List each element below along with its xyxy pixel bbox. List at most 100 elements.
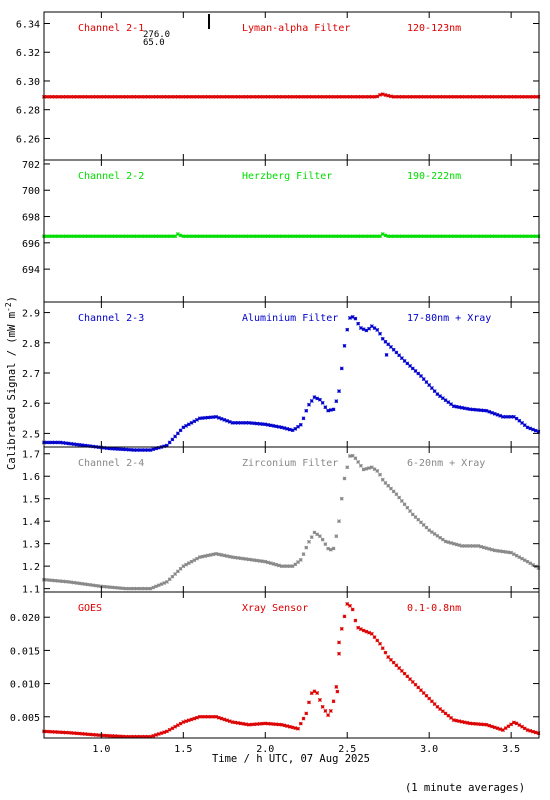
data-point	[274, 424, 279, 429]
data-point	[399, 668, 404, 673]
data-point	[350, 453, 355, 458]
panel-title: Aluminium Filter	[242, 313, 338, 324]
y-tick-label: 0.020	[10, 613, 40, 624]
data-point	[246, 722, 251, 727]
data-point	[104, 733, 109, 738]
data-point	[312, 395, 317, 400]
data-point	[296, 94, 300, 99]
data-point	[511, 720, 516, 725]
data-point	[479, 94, 484, 99]
data-point	[285, 724, 290, 728]
data-point	[186, 561, 191, 566]
data-point	[61, 579, 66, 584]
data-point	[419, 520, 423, 525]
data-point	[225, 234, 229, 239]
data-point	[208, 552, 213, 557]
x-axis-label: Time / h UTC, 07 Aug 2025	[212, 753, 370, 765]
data-point	[83, 94, 87, 99]
data-point	[356, 234, 361, 239]
data-point	[137, 448, 142, 452]
data-point	[419, 234, 423, 239]
data-point	[345, 327, 350, 332]
data-point	[503, 234, 508, 239]
data-point	[203, 714, 208, 719]
data-point	[498, 94, 503, 99]
data-point	[408, 509, 412, 513]
data-point	[326, 94, 331, 99]
data-point	[481, 545, 486, 550]
panel-title: Herzberg Filter	[242, 171, 332, 182]
marker-annotation: 276.0	[143, 30, 170, 40]
data-point	[53, 578, 57, 583]
data-point	[238, 94, 243, 99]
data-point	[255, 234, 259, 239]
data-point	[72, 234, 76, 239]
data-point	[233, 555, 238, 560]
data-point	[167, 94, 172, 99]
data-point	[93, 732, 98, 737]
data-point	[501, 728, 505, 732]
data-point	[334, 684, 339, 689]
data-point	[50, 578, 55, 583]
data-point	[481, 722, 486, 727]
y-tick-label: 2.8	[22, 339, 40, 350]
data-point	[244, 94, 249, 99]
data-point	[367, 94, 372, 99]
data-point	[162, 444, 167, 449]
data-point	[432, 702, 437, 706]
data-point	[421, 691, 426, 695]
data-point	[145, 94, 150, 99]
data-point	[353, 94, 358, 99]
data-point	[175, 569, 180, 574]
data-point	[129, 734, 134, 739]
data-point	[115, 447, 120, 451]
data-point	[195, 94, 199, 99]
data-point	[413, 515, 418, 519]
data-point	[317, 234, 322, 239]
data-point	[525, 728, 530, 732]
data-point	[266, 234, 270, 239]
data-point	[58, 94, 63, 99]
data-point	[53, 440, 57, 445]
data-point	[74, 94, 79, 99]
data-point	[53, 234, 57, 239]
data-point	[211, 234, 216, 239]
data-point	[528, 426, 533, 431]
data-point	[304, 94, 309, 99]
panel-title: Lyman-alpha Filter	[242, 23, 350, 34]
data-point	[399, 356, 404, 361]
data-point	[110, 734, 115, 738]
data-point	[80, 443, 85, 448]
data-point	[364, 94, 369, 99]
data-point	[186, 94, 191, 99]
data-point	[375, 328, 380, 332]
data-point	[460, 543, 464, 548]
data-point	[61, 730, 66, 735]
data-point	[481, 408, 486, 413]
data-point	[257, 421, 262, 426]
data-point	[389, 94, 393, 99]
data-point	[271, 722, 276, 726]
data-point	[115, 234, 120, 239]
data-point	[293, 562, 298, 567]
data-point	[353, 316, 358, 321]
data-point	[80, 94, 85, 99]
data-point	[178, 566, 183, 571]
data-point	[241, 721, 246, 726]
data-point	[126, 94, 131, 99]
data-point	[249, 722, 254, 727]
data-point	[498, 234, 503, 239]
data-point	[315, 532, 320, 537]
data-point	[326, 546, 331, 551]
data-point	[225, 554, 229, 558]
data-point	[189, 717, 194, 722]
data-point	[72, 731, 76, 736]
data-point	[104, 94, 109, 99]
data-point	[339, 366, 344, 371]
data-point	[416, 371, 421, 376]
data-point	[345, 94, 350, 99]
data-point	[432, 532, 437, 536]
data-point	[118, 734, 123, 739]
data-point	[432, 234, 437, 239]
data-point	[380, 646, 385, 651]
